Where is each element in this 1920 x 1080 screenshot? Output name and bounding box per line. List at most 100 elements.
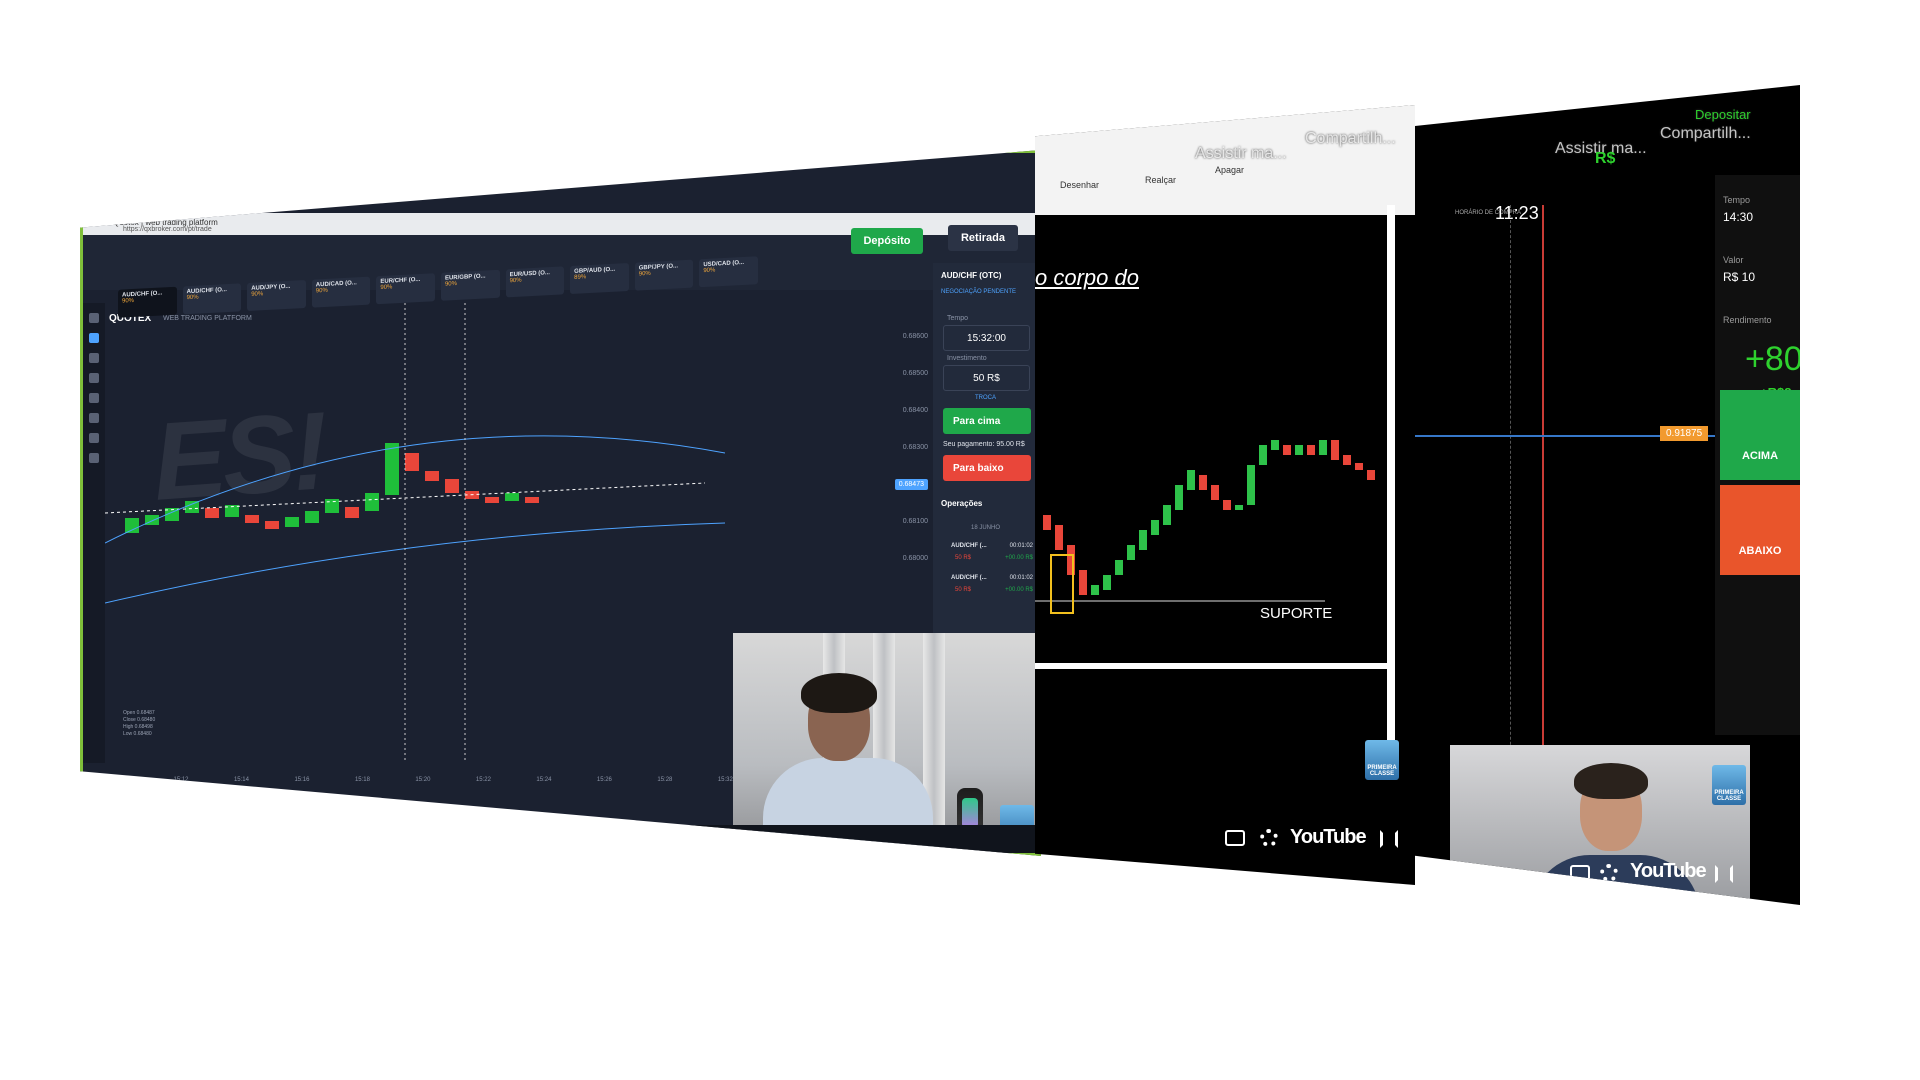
purchase-time-label: HORÁRIO DE COMPRA — [1455, 210, 1522, 216]
deposit-link[interactable]: Depositar — [1695, 107, 1751, 122]
asset-tab[interactable]: EUR/USD (O... 90% — [505, 266, 565, 298]
asset-tab[interactable]: GBP/AUD (O... 89% — [570, 263, 629, 295]
asset-tab[interactable]: GBP/JPY (O... 90% — [634, 259, 694, 291]
candle — [245, 515, 259, 523]
user-icon[interactable] — [89, 373, 99, 383]
switch-link[interactable]: TROCA — [975, 395, 996, 401]
asset-tab[interactable]: EUR/GBP (O... 90% — [440, 269, 500, 301]
currency-label: R$ — [1595, 150, 1616, 167]
up-button[interactable]: Para cima — [943, 408, 1031, 434]
candle — [365, 493, 379, 511]
erase-tool[interactable]: Apagar — [1215, 165, 1245, 175]
browser-icon[interactable] — [201, 834, 211, 844]
up-button[interactable]: ACIMA — [1720, 390, 1800, 480]
broker-video-panel: Assistir ma... Compartilh... R$ Deposita… — [1415, 85, 1800, 905]
time-tick: 15:18 — [354, 777, 370, 783]
subtitles-icon[interactable] — [1225, 830, 1245, 846]
youtube-logo[interactable]: YouTube — [1290, 826, 1367, 848]
down-button[interactable]: Para baixo — [943, 455, 1031, 481]
ohlc-line: Open 0.68487 — [123, 710, 155, 716]
app-icon[interactable] — [179, 834, 189, 844]
candle — [1235, 505, 1243, 510]
down-button[interactable]: ABAIXO — [1720, 485, 1800, 575]
time-axis: 15:10 15:12 15:14 15:16 15:18 15:20 15:22 15:24… — [113, 777, 733, 783]
youtube-logo[interactable]: YouTube — [1630, 860, 1707, 882]
operation-row[interactable]: AUD/CHF (... 00:01:02 50 R$ +00.00 R$ — [951, 543, 1033, 561]
analysis-video-panel: Desenhar Realçar Apagar Assistir ma... C… — [1035, 105, 1415, 885]
trophy-icon[interactable] — [89, 413, 99, 423]
browser-tab[interactable]: Quotex | web trading platform — [113, 218, 218, 227]
withdraw-button[interactable]: Retirada — [948, 225, 1018, 251]
candle — [485, 497, 499, 503]
watch-later-overlay[interactable]: Assistir ma... — [1555, 140, 1647, 157]
operation-row[interactable]: AUD/CHF (... 00:01:02 50 R$ +00.00 R$ — [951, 575, 1033, 593]
candle — [1199, 475, 1207, 490]
watch-later-overlay[interactable]: Assistir ma... — [1195, 145, 1287, 162]
support-icon[interactable] — [89, 433, 99, 443]
subtitles-icon[interactable] — [1570, 865, 1590, 881]
candle — [1247, 465, 1255, 505]
operations-tab[interactable]: Operações — [941, 499, 983, 508]
pending-trade-toggle[interactable]: NEGOCIAÇÃO PENDENTE — [941, 289, 1017, 295]
candle — [1151, 520, 1159, 535]
settings-gear-icon[interactable] — [1260, 829, 1278, 847]
settings-gear-icon[interactable] — [1600, 864, 1618, 882]
asset-tab[interactable]: USD/CAD (O... 90% — [699, 256, 758, 288]
app-icon[interactable] — [223, 834, 233, 844]
candle — [1163, 505, 1171, 525]
price-tick: 0.68100 — [902, 518, 928, 525]
draw-tool[interactable]: Desenhar — [1060, 180, 1100, 190]
time-tick: 15:26 — [596, 777, 612, 783]
webcam-overlay: PRIMEIRA CLASSE — [733, 633, 1038, 853]
share-overlay[interactable]: Compartilh... — [1660, 125, 1751, 142]
ohlc-line: Low 0.68480 — [123, 731, 152, 737]
fullscreen-icon[interactable] — [1380, 830, 1398, 848]
candle — [1175, 485, 1183, 510]
investment-field[interactable]: 50 R$ — [943, 365, 1030, 391]
education-icon[interactable] — [89, 353, 99, 363]
candle — [205, 508, 219, 518]
price-tick: 0.68300 — [902, 444, 928, 451]
fullscreen-icon[interactable] — [1715, 865, 1733, 883]
asset-tab[interactable]: EUR/CHF (O... 90% — [376, 273, 435, 305]
candle — [265, 521, 279, 529]
time-field[interactable]: 15:32:00 — [943, 325, 1030, 351]
candle — [1115, 560, 1123, 575]
platform-subtitle: WEB TRADING PLATFORM — [163, 315, 252, 322]
windows-start-icon[interactable] — [91, 834, 101, 844]
amount-field[interactable]: R$ 10 — [1723, 270, 1756, 284]
history-icon[interactable] — [89, 393, 99, 403]
price-tag: 0.91875 — [1660, 426, 1709, 441]
time-label: Tempo — [1723, 195, 1751, 205]
folder-icon[interactable] — [135, 834, 145, 844]
price-tick: 0.68000 — [902, 555, 928, 562]
share-overlay[interactable]: Compartilh... — [1305, 130, 1396, 147]
chat-icon[interactable] — [89, 313, 99, 323]
video-heading-text: o corpo do — [1035, 265, 1139, 290]
app-icon[interactable] — [157, 834, 167, 844]
candle — [125, 518, 139, 533]
chart-icon[interactable] — [89, 333, 99, 343]
time-tick: 15:10 — [113, 777, 129, 783]
browser-bar: Quotex | web trading platform https://qx… — [83, 213, 1038, 235]
time-field[interactable]: 14:30 — [1723, 210, 1754, 224]
deposit-button[interactable]: Depósito — [851, 228, 923, 254]
time-tick: 15:12 — [173, 777, 189, 783]
quotex-logo: QUOTEX — [109, 313, 152, 324]
bollinger-band-lower — [105, 522, 726, 604]
time-tick: 15:16 — [294, 777, 310, 783]
candle — [1055, 525, 1063, 550]
time-tick: 15:20 — [415, 777, 431, 783]
search-icon[interactable] — [113, 834, 123, 844]
highlight-tool[interactable]: Realçar — [1145, 175, 1177, 185]
stats-icon[interactable] — [89, 453, 99, 463]
candle — [185, 501, 199, 513]
time-tick: 15:24 — [536, 777, 552, 783]
candle — [345, 507, 359, 518]
address-bar[interactable]: https://qxbroker.com/pt/trade — [123, 226, 212, 233]
candle — [1259, 445, 1267, 465]
selected-pair[interactable]: AUD/CHF (OTC) — [941, 271, 1002, 280]
divider — [1035, 663, 1395, 669]
yield-label: Rendimento — [1723, 315, 1772, 325]
candle — [1283, 445, 1291, 455]
